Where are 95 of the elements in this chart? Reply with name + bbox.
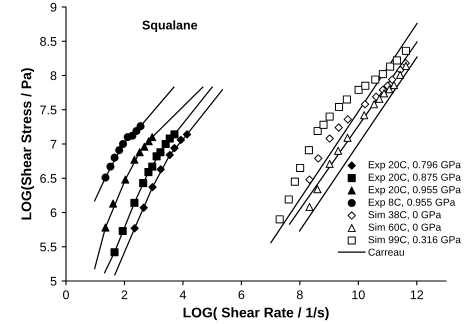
point bbox=[140, 204, 148, 212]
y-tick-label: 7 bbox=[50, 140, 56, 149]
point bbox=[118, 226, 127, 236]
point bbox=[176, 136, 186, 144]
point bbox=[304, 146, 313, 154]
point bbox=[354, 86, 363, 94]
y-tick-label: 7.5 bbox=[40, 106, 56, 114]
x-tick-label: 0 bbox=[63, 290, 69, 300]
point bbox=[148, 182, 157, 192]
point bbox=[132, 126, 140, 136]
point bbox=[148, 162, 156, 171]
point bbox=[396, 70, 404, 79]
point bbox=[170, 144, 179, 152]
point bbox=[109, 200, 118, 208]
x-tick-label: 12 bbox=[410, 290, 424, 300]
point bbox=[170, 130, 178, 138]
y-tick-label: 9 bbox=[50, 2, 56, 12]
point bbox=[110, 248, 119, 256]
point bbox=[166, 150, 174, 160]
point bbox=[314, 126, 322, 136]
point bbox=[380, 89, 388, 98]
point bbox=[334, 102, 344, 112]
point bbox=[402, 62, 410, 70]
point bbox=[375, 94, 384, 103]
line-series bbox=[104, 86, 213, 274]
point bbox=[343, 134, 352, 142]
point bbox=[156, 165, 165, 174]
point bbox=[101, 224, 110, 232]
point bbox=[392, 56, 401, 64]
point bbox=[314, 154, 322, 163]
point bbox=[121, 176, 130, 184]
y-tick-label: 6.5 bbox=[40, 174, 56, 183]
legend-label: Sim 99C, 0.316 GPa bbox=[368, 236, 461, 244]
point bbox=[115, 146, 124, 154]
point bbox=[136, 148, 144, 156]
line-series bbox=[94, 86, 174, 202]
point bbox=[326, 160, 334, 168]
y-tick-label: 5.5 bbox=[40, 242, 56, 252]
y-tick-label: 8.5 bbox=[40, 37, 56, 46]
point bbox=[385, 85, 394, 94]
point bbox=[361, 82, 370, 90]
point bbox=[284, 195, 293, 204]
point bbox=[140, 142, 148, 151]
legend-label: Exp 20C, 0.796 GPa bbox=[368, 161, 461, 170]
point bbox=[360, 100, 370, 108]
point bbox=[182, 130, 192, 139]
point bbox=[360, 111, 368, 120]
point bbox=[130, 198, 138, 207]
y-tick-label: 6 bbox=[50, 208, 56, 218]
legend-label: Sim 60C, 0 GPa bbox=[368, 223, 442, 232]
y-axis-title: LOG(Shear Stress / Pa) bbox=[21, 68, 34, 220]
line-series bbox=[94, 86, 204, 270]
legend-label: Exp 20C, 0.955 GPa bbox=[368, 186, 461, 196]
point bbox=[130, 156, 138, 164]
legend-label: Exp 8C, 0.955 GPa bbox=[368, 198, 456, 208]
point bbox=[305, 175, 314, 184]
point bbox=[334, 123, 343, 132]
point bbox=[101, 174, 110, 182]
x-tick-label: 10 bbox=[352, 290, 365, 300]
legend-label: Carreau bbox=[368, 248, 404, 256]
point bbox=[402, 46, 410, 55]
point bbox=[371, 76, 380, 84]
point bbox=[320, 120, 328, 129]
point bbox=[276, 215, 284, 224]
x-tick-label: 4 bbox=[180, 290, 186, 300]
point bbox=[344, 115, 352, 124]
x-tick-label: 6 bbox=[238, 290, 244, 300]
legend-label: Sim 38C, 0 GPa bbox=[368, 210, 442, 220]
point bbox=[156, 148, 164, 156]
line-series bbox=[114, 89, 224, 276]
x-axis-title: LOG( Shear Rate / 1/s) bbox=[184, 307, 329, 320]
point bbox=[378, 70, 387, 78]
x-tick-label: 8 bbox=[296, 290, 303, 300]
point bbox=[326, 134, 334, 143]
point bbox=[118, 140, 128, 148]
point bbox=[326, 112, 334, 121]
x-tick-label: 2 bbox=[122, 290, 128, 300]
point bbox=[334, 146, 342, 155]
legend-label: Exp 20C, 0.875 GPa bbox=[368, 174, 461, 183]
point bbox=[136, 122, 145, 130]
point bbox=[296, 164, 304, 172]
point bbox=[390, 81, 398, 90]
y-tick-label: 5 bbox=[50, 276, 56, 286]
point bbox=[130, 224, 139, 232]
point bbox=[370, 100, 378, 108]
point bbox=[139, 179, 148, 188]
point bbox=[106, 162, 114, 171]
point bbox=[110, 154, 119, 162]
point bbox=[386, 62, 394, 71]
text: Squalane bbox=[142, 20, 198, 32]
y-tick-label: 8 bbox=[50, 71, 56, 80]
point bbox=[313, 185, 322, 194]
point bbox=[342, 95, 351, 104]
point bbox=[388, 75, 396, 84]
point bbox=[290, 178, 299, 186]
